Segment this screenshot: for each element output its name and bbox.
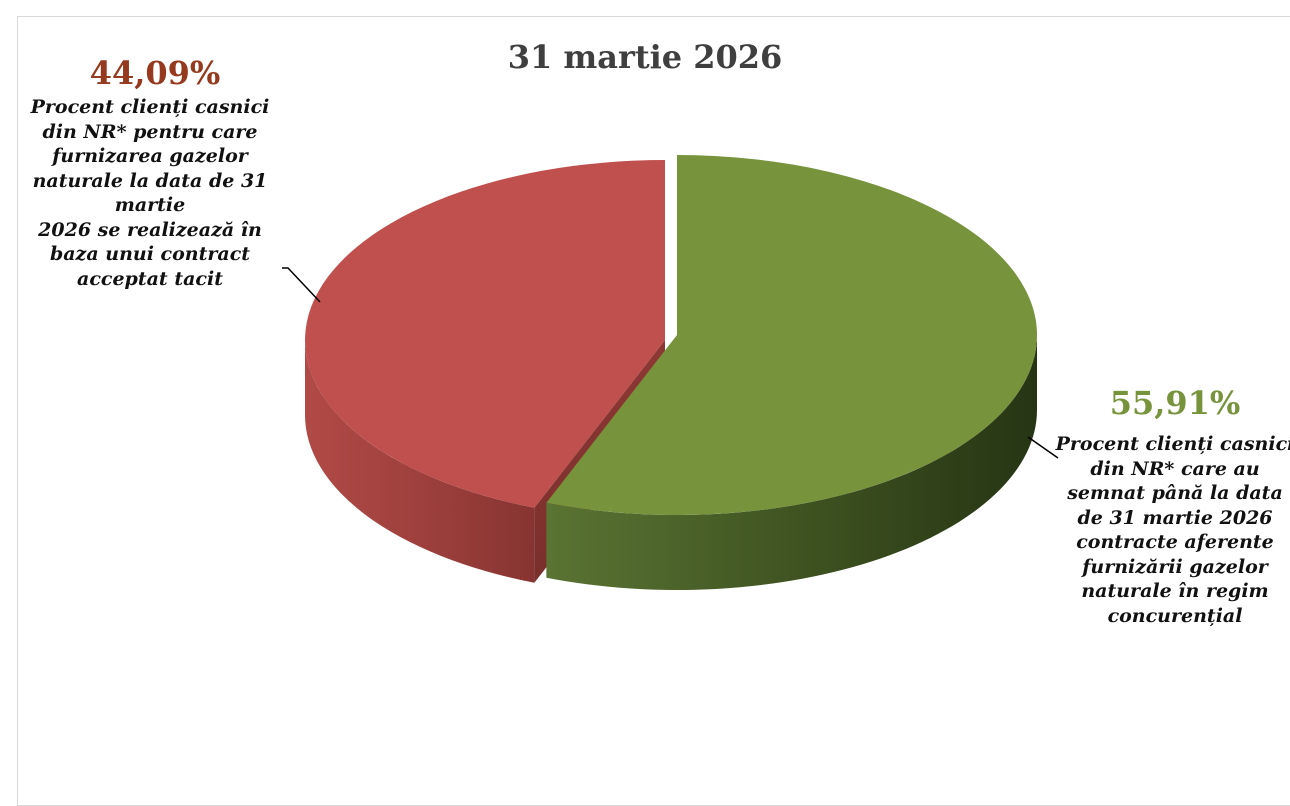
- chart-area: 31 martie 2026 44,09% Procent clienți ca…: [17, 16, 1290, 806]
- slice-label-description-concurential: Procent clienți casnici din NR* care au …: [1055, 433, 1290, 627]
- pie-chart: [282, 155, 1059, 590]
- slice-side-tacit: [305, 340, 535, 583]
- chart-title: 31 martie 2026: [507, 38, 783, 76]
- leader-line-green: [1027, 436, 1059, 459]
- slice-label-value-concurential: 55,91%: [1109, 384, 1241, 422]
- leader-line-red: [282, 267, 321, 303]
- slice-label-value-tacit: 44,09%: [89, 54, 221, 92]
- slice-side-concurential: [546, 335, 1037, 590]
- slice-concurential: [546, 155, 1038, 515]
- slice-label-description-tacit: Procent clienți casnici din NR* pentru c…: [30, 96, 270, 290]
- slice-tacit: [305, 160, 665, 508]
